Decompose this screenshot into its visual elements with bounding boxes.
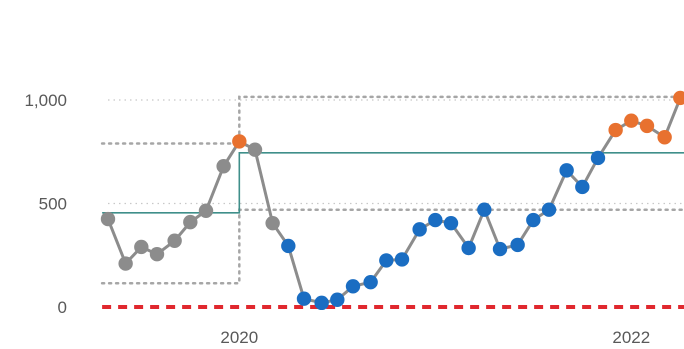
data-point-low bbox=[314, 295, 329, 311]
data-point-low bbox=[526, 212, 541, 228]
data-point-low bbox=[363, 274, 378, 290]
y-gridlines bbox=[108, 99, 684, 205]
data-point-low bbox=[492, 241, 508, 257]
data-point-low bbox=[541, 202, 557, 217]
data-point-normal bbox=[100, 211, 116, 227]
data-point-normal bbox=[247, 142, 263, 157]
data-point-normal bbox=[183, 214, 198, 230]
data-point-low bbox=[477, 202, 492, 217]
data-point-high bbox=[608, 122, 623, 138]
x-axis-ticks: 202020222024 bbox=[220, 328, 650, 347]
data-point-low bbox=[345, 279, 361, 294]
control-limits bbox=[100, 95, 684, 285]
data-point-low bbox=[281, 238, 296, 254]
y-tick-label: 1,000 bbox=[24, 91, 67, 110]
center-step-line bbox=[102, 151, 684, 214]
series-markers bbox=[100, 90, 684, 311]
data-point-normal bbox=[216, 159, 231, 174]
y-tick-label: 0 bbox=[58, 298, 67, 317]
upper-control-limit bbox=[100, 95, 684, 145]
lower-control-limit bbox=[100, 208, 684, 285]
data-point-low bbox=[296, 291, 312, 306]
data-point-low bbox=[559, 163, 574, 178]
x-tick-label: 2022 bbox=[612, 328, 650, 347]
data-point-high bbox=[232, 134, 247, 149]
y-axis-ticks: 0 500 1,000 bbox=[24, 91, 67, 317]
series-lines bbox=[106, 95, 684, 305]
data-point-low bbox=[394, 252, 410, 267]
center-line bbox=[102, 151, 684, 214]
main-series-line bbox=[106, 95, 684, 305]
data-point-low bbox=[428, 212, 443, 228]
data-point-normal bbox=[134, 239, 149, 255]
data-point-low bbox=[412, 222, 427, 237]
data-point-low bbox=[330, 292, 345, 307]
data-point-high bbox=[673, 90, 684, 106]
y-tick-label: 500 bbox=[39, 195, 67, 214]
data-point-normal bbox=[167, 233, 182, 248]
x-tick-label: 2020 bbox=[220, 328, 258, 347]
data-point-normal bbox=[265, 215, 280, 231]
data-point-low bbox=[510, 237, 525, 253]
data-point-low bbox=[443, 215, 459, 231]
data-point-low bbox=[575, 179, 590, 195]
data-point-normal bbox=[149, 247, 165, 262]
data-point-high bbox=[639, 118, 655, 134]
data-point-low bbox=[590, 150, 606, 166]
data-point-high bbox=[624, 113, 639, 128]
data-point-low bbox=[379, 253, 394, 268]
data-point-high bbox=[657, 130, 672, 145]
data-point-normal bbox=[198, 203, 214, 218]
data-point-normal bbox=[118, 256, 133, 271]
data-point-low bbox=[461, 240, 476, 256]
